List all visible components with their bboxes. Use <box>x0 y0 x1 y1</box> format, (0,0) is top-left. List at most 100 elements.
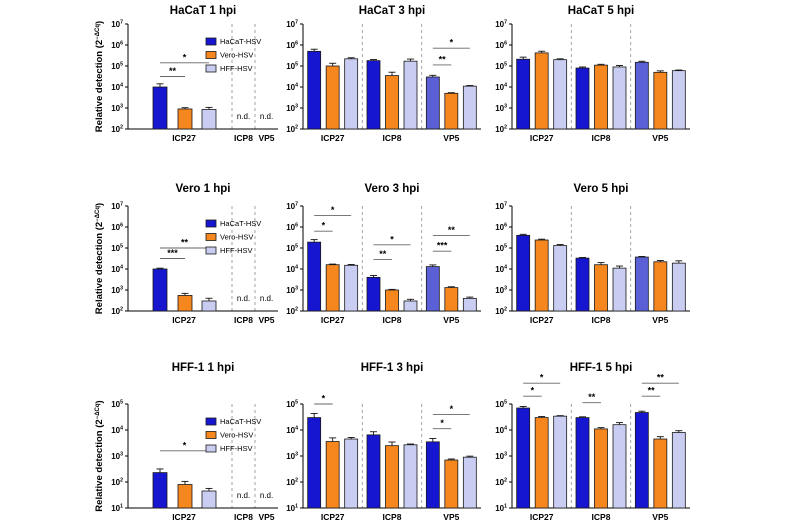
bar-hacat-hsv-icp27 <box>307 417 322 509</box>
chart-hff1-1hpi: HFF-1 1 hpi 101 102 103 104 105 Relative detec… <box>60 354 282 530</box>
bar-hff-hsv-icp27 <box>553 59 568 130</box>
legend-swatch-hacat-hsv <box>205 219 217 228</box>
nd-label: n.d. <box>260 294 273 303</box>
y-tick-label: 107 <box>286 201 298 210</box>
sig-stars: * <box>440 418 444 428</box>
bar-hff-hsv-vp5 <box>462 456 477 509</box>
y-axis-label: Relative detection (2−ΔCq) <box>94 400 105 511</box>
legend-swatch-hacat-hsv <box>205 37 217 46</box>
nd-label: n.d. <box>237 491 250 500</box>
chart-svg: HaCaT 3 hpi 102 103 104 105 106 107 *** ICP27 ICP… <box>286 5 481 143</box>
sig-stars: * <box>183 52 187 62</box>
chart-hacat-1hpi: HaCaT 1 hpi 102 103 104 105 106 107 Relative de… <box>60 2 282 178</box>
y-tick-label: 101 <box>495 503 507 512</box>
bar-hff-hsv-vp5 <box>462 297 477 312</box>
x-group-label: ICP27 <box>172 133 196 143</box>
y-tick-label: 103 <box>286 285 298 294</box>
y-tick-label: 103 <box>111 451 123 460</box>
chart-title: HFF-1 3 hpi <box>361 362 424 374</box>
x-group-label: ICP8 <box>592 133 611 143</box>
nd-label: n.d. <box>237 112 250 121</box>
legend-swatch-hff-hsv <box>205 444 217 453</box>
chart-title: Vero 5 hpi <box>574 183 629 195</box>
y-tick-label: 103 <box>111 285 123 294</box>
chart-vero-1hpi: Vero 1 hpi 102 103 104 105 106 107 Relative det… <box>60 180 282 356</box>
bar-hff-hsv-icp8 <box>403 444 418 509</box>
y-tick-label: 102 <box>495 124 507 133</box>
x-group-label: VP5 <box>443 512 459 522</box>
chart-hff1-5hpi: HFF-1 5 hpi 101 102 103 104 105 * * ** ** ** ICP27 I… <box>470 354 692 530</box>
y-tick-label: 107 <box>495 19 507 28</box>
y-tick-label: 107 <box>286 19 298 28</box>
y-tick-label: 105 <box>111 61 123 70</box>
legend-label: Vero-HSV <box>220 51 253 60</box>
x-group-label: ICP27 <box>321 133 345 143</box>
bar-vero-hsv-icp8 <box>385 75 399 130</box>
y-tick-label: 104 <box>111 82 123 91</box>
sig-stars: ** <box>439 54 447 64</box>
x-group-label: ICP27 <box>321 512 345 522</box>
sig-stars: ** <box>181 238 189 248</box>
x-group-label: ICP27 <box>530 315 554 325</box>
y-tick-label: 105 <box>111 243 123 252</box>
legend-swatch-vero-hsv <box>205 233 217 241</box>
chart-svg: Vero 1 hpi 102 103 104 105 106 107 Relative det… <box>94 183 278 325</box>
bar-hff-hsv-icp8 <box>612 424 627 509</box>
y-tick-label: 107 <box>111 201 123 210</box>
chart-hff1-3hpi: HFF-1 3 hpi 101 102 103 104 105 * * * ICP27 ICP8 VP… <box>262 354 484 530</box>
bar-vero-hsv-icp27 <box>177 484 193 509</box>
bar-hacat-hsv-vp5 <box>425 441 440 509</box>
sig-stars: ** <box>588 392 596 402</box>
bar-hff-hsv-icp27 <box>201 490 217 509</box>
y-tick-label: 105 <box>111 399 123 408</box>
bar-hff-hsv-icp27 <box>344 264 359 312</box>
legend-swatch-vero-hsv <box>205 51 217 59</box>
bar-vero-hsv-vp5 <box>653 71 668 130</box>
x-group-label: ICP8 <box>383 133 402 143</box>
legend-label: HaCaT-HSV <box>220 37 261 46</box>
legend-swatch-hacat-hsv <box>205 417 217 426</box>
plot-area: 102 103 104 105 106 107 ICP27 ICP8 VP5 <box>495 19 690 143</box>
bar-vero-hsv-icp8 <box>594 428 608 509</box>
bar-vero-hsv-vp5 <box>444 287 459 312</box>
y-tick-label: 106 <box>111 40 123 49</box>
x-group-label: ICP8 <box>592 512 611 522</box>
chart-title: HFF-1 5 hpi <box>570 362 633 374</box>
chart-hacat-3hpi: HaCaT 3 hpi 102 103 104 105 106 107 ** * ICP27 ICP… <box>262 2 484 178</box>
x-group-label: VP5 <box>443 315 459 325</box>
bar-vero-hsv-icp27 <box>177 108 193 130</box>
chart-svg: HaCaT 1 hpi 102 103 104 105 106 107 Relative de… <box>94 5 278 143</box>
legend-swatch-hff-hsv <box>205 246 217 255</box>
y-axis-label: Relative detection (2−ΔCq) <box>94 203 105 314</box>
y-tick-label: 102 <box>286 477 298 486</box>
y-tick-label: 103 <box>286 103 298 112</box>
bar-vero-hsv-vp5 <box>444 459 459 509</box>
y-tick-label: 104 <box>495 82 507 91</box>
nd-label: n.d. <box>260 112 273 121</box>
bar-hacat-hsv-vp5 <box>634 256 649 312</box>
y-tick-label: 104 <box>286 425 298 434</box>
x-group-label: VP5 <box>258 512 274 522</box>
bar-hff-hsv-icp27 <box>201 300 217 312</box>
y-tick-label: 105 <box>286 243 298 252</box>
bar-hff-hsv-icp27 <box>344 438 359 509</box>
bar-vero-hsv-icp27 <box>534 52 549 130</box>
bar-hff-hsv-icp27 <box>553 415 568 509</box>
y-tick-label: 105 <box>495 61 507 70</box>
x-group-label: VP5 <box>443 133 459 143</box>
y-tick-label: 106 <box>286 222 298 231</box>
bar-hacat-hsv-vp5 <box>634 412 649 509</box>
chart-svg: Vero 3 hpi102103104105106107**********IC… <box>286 183 481 325</box>
legend-label: HFF-HSV <box>220 64 253 73</box>
chart-title: HFF-1 1 hpi <box>172 362 235 374</box>
y-tick-label: 105 <box>286 61 298 70</box>
chart-title: HaCaT 1 hpi <box>170 5 236 17</box>
legend-label: HaCaT-HSV <box>220 219 261 228</box>
x-group-label: ICP8 <box>234 133 253 143</box>
bar-vero-hsv-icp8 <box>594 64 608 130</box>
y-tick-label: 101 <box>111 503 123 512</box>
y-tick-label: 105 <box>495 243 507 252</box>
y-tick-label: 106 <box>286 40 298 49</box>
x-group-label: ICP8 <box>234 512 253 522</box>
